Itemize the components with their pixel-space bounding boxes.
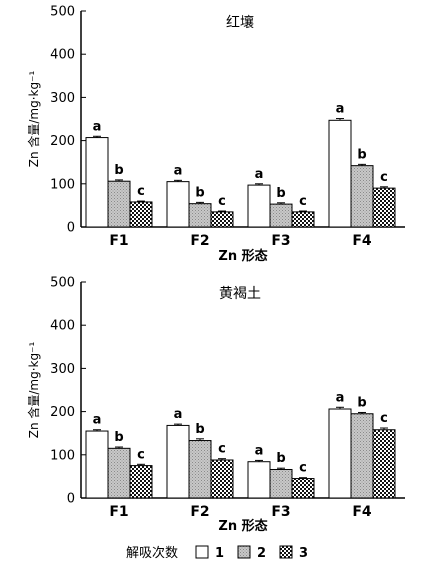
significance-label: b — [114, 430, 123, 445]
y-axis-label: Zn 含量/mg·kg⁻¹ — [26, 71, 41, 168]
significance-label: a — [255, 167, 264, 182]
significance-label: b — [357, 395, 366, 410]
significance-label: a — [93, 413, 102, 428]
bar-series-1 — [85, 137, 109, 228]
bar-series-2 — [188, 203, 212, 228]
bar-series-3 — [129, 465, 153, 499]
bar-series-3 — [291, 478, 315, 499]
y-axis-label: Zn 含量/mg·kg⁻¹ — [26, 342, 41, 439]
bar-series-1 — [85, 430, 109, 499]
significance-label: c — [380, 411, 388, 426]
significance-label: b — [195, 185, 204, 200]
y-tick-label: 0 — [67, 492, 75, 507]
category-label: F3 — [271, 504, 290, 520]
category-label: F4 — [352, 233, 372, 249]
significance-label: c — [137, 447, 145, 462]
legend: 解吸次数 1 2 3 — [126, 545, 308, 561]
significance-label: b — [114, 163, 123, 178]
significance-label: b — [276, 451, 285, 466]
bar-series-3 — [372, 187, 396, 228]
category-label: F4 — [352, 504, 372, 520]
significance-label: c — [218, 442, 226, 457]
bar-series-1 — [328, 119, 352, 228]
significance-label: a — [174, 407, 183, 422]
y-tick-label: 400 — [50, 48, 75, 63]
bar-series-3 — [372, 429, 396, 499]
bar-series-3 — [291, 211, 315, 228]
significance-label: a — [255, 443, 264, 458]
significance-label: a — [93, 119, 102, 134]
y-tick-label: 300 — [50, 91, 75, 106]
y-tick-label: 400 — [50, 319, 75, 334]
significance-label: a — [174, 163, 183, 178]
y-tick-label: 500 — [50, 5, 75, 20]
legend-title: 解吸次数 — [126, 545, 178, 561]
chart-panel-yellow-brown-soil: 0 100 200 300 400 500 Zn 含量/mg·kg⁻¹ 黄褐土 Zn 形态 F1 a… — [26, 276, 405, 534]
bar-series-1 — [328, 408, 352, 499]
bar-series-3 — [210, 459, 234, 499]
bar-series-2 — [269, 203, 293, 228]
y-tick-label: 100 — [50, 448, 75, 463]
bar-series-2 — [188, 440, 212, 499]
panel-title: 黄褐土 — [219, 285, 261, 302]
bar-series-2 — [107, 180, 131, 228]
legend-swatch-2 — [237, 545, 251, 559]
significance-label: b — [195, 422, 204, 437]
significance-label: c — [299, 194, 307, 209]
x-axis-label: Zn 形态 — [218, 518, 267, 534]
significance-label: c — [299, 461, 307, 476]
significance-label: c — [137, 184, 145, 199]
bar-series-1 — [166, 181, 190, 228]
bar-series-3 — [129, 201, 153, 228]
legend-swatch-3 — [279, 545, 293, 559]
bar-series-2 — [350, 165, 374, 228]
bar-series-2 — [107, 447, 131, 499]
y-tick-label: 100 — [50, 177, 75, 192]
category-label: F1 — [109, 233, 128, 249]
y-tick-label: 0 — [67, 221, 75, 236]
legend-label-1: 1 — [215, 546, 224, 561]
legend-label-3: 3 — [299, 546, 308, 561]
bar-series-1 — [166, 424, 190, 499]
significance-label: c — [218, 194, 226, 209]
bar-series-2 — [269, 468, 293, 499]
y-tick-label: 300 — [50, 362, 75, 377]
bar-series-2 — [350, 413, 374, 499]
category-label: F2 — [190, 504, 209, 520]
category-label: F3 — [271, 233, 290, 249]
legend-swatch-1 — [195, 545, 209, 559]
bar-series-3 — [210, 211, 234, 228]
y-tick-label: 200 — [50, 405, 75, 420]
significance-label: a — [336, 102, 345, 117]
y-tick-label: 200 — [50, 134, 75, 149]
significance-label: b — [276, 186, 285, 201]
significance-label: c — [380, 170, 388, 185]
bar-series-1 — [247, 461, 271, 499]
panel-title: 红壤 — [226, 14, 254, 31]
significance-label: b — [357, 147, 366, 162]
category-label: F1 — [109, 504, 128, 520]
x-axis-label: Zn 形态 — [218, 248, 267, 264]
bar-series-1 — [247, 184, 271, 228]
y-tick-label: 500 — [50, 276, 75, 291]
significance-label: a — [336, 390, 345, 405]
legend-label-2: 2 — [257, 546, 266, 561]
category-label: F2 — [190, 233, 209, 249]
